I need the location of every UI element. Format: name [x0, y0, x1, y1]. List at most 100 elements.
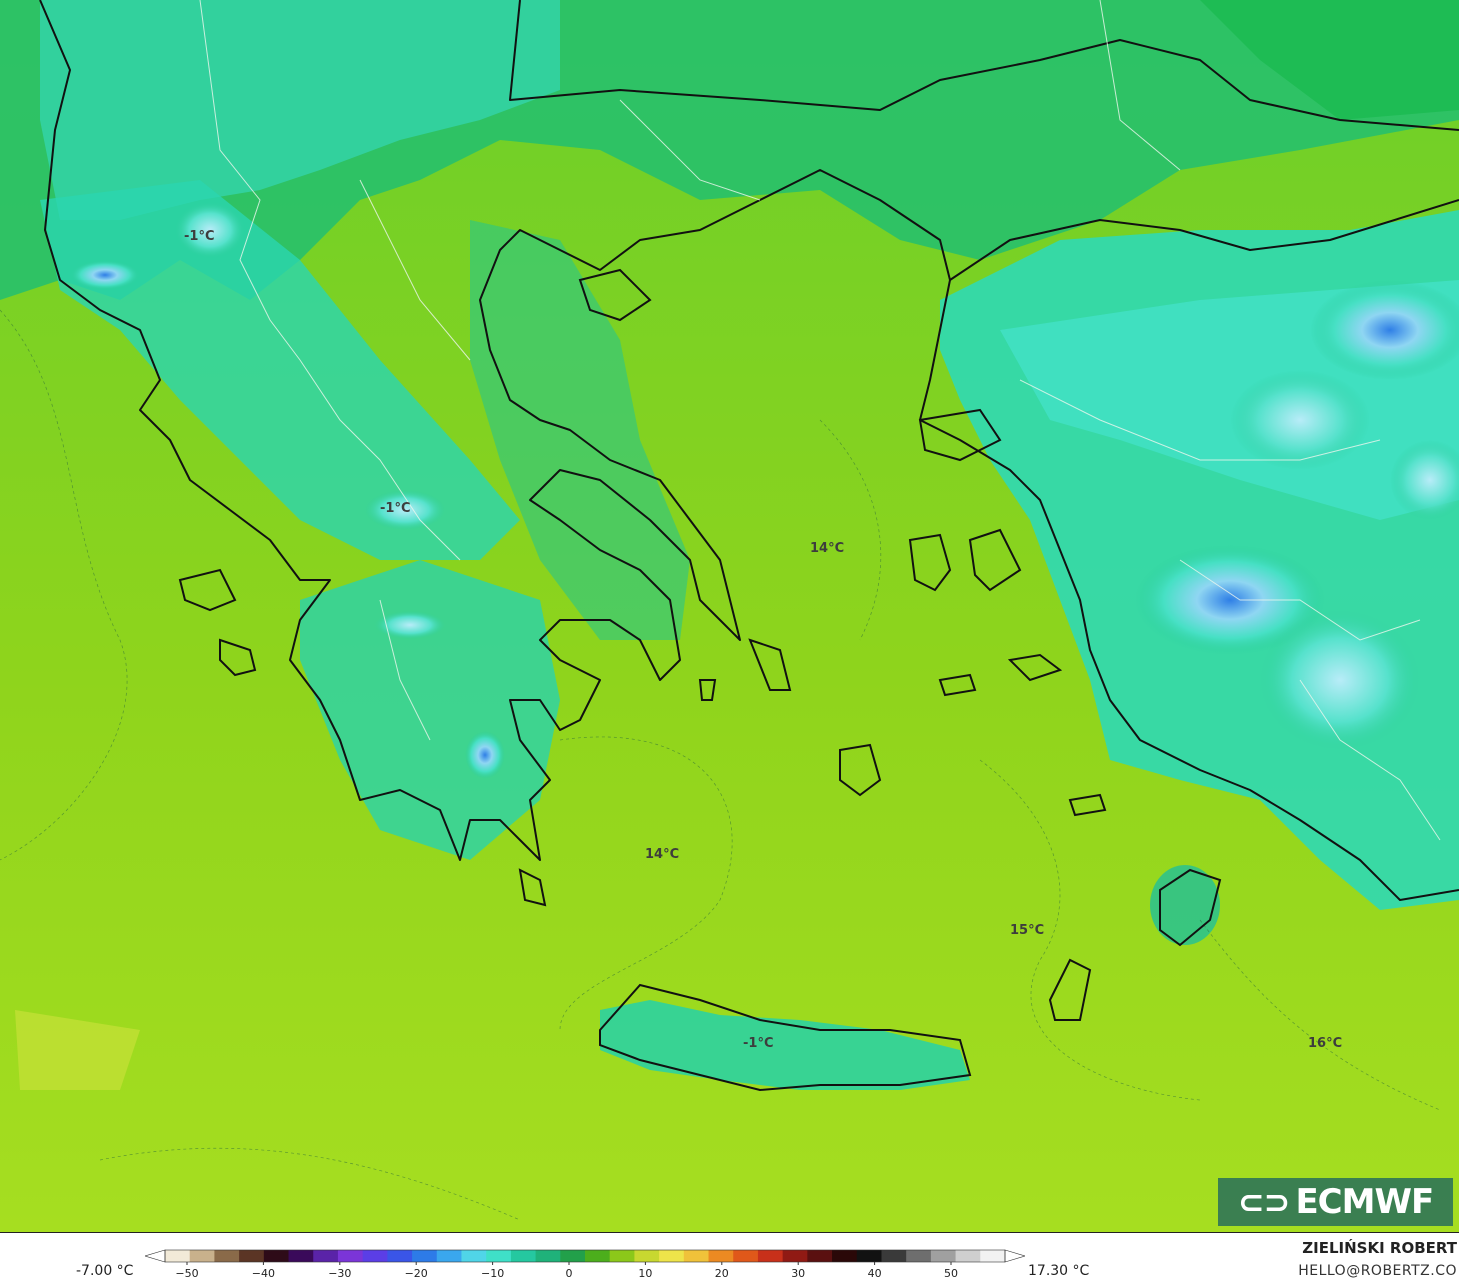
colorbar-segment — [412, 1250, 438, 1262]
naxos-outline — [839, 743, 882, 797]
rhodes-outline — [1159, 868, 1222, 947]
temperature-map: -1°C -1°C 14°C 14°C 15°C -1°C 16°C — [0, 0, 1459, 1233]
colorbar-segment — [881, 1250, 907, 1262]
temp-label-se-sea: 16°C — [1308, 1036, 1342, 1051]
colorbar-segment — [461, 1250, 487, 1262]
pindus-zone — [40, 180, 520, 560]
colorbar-segment — [930, 1250, 957, 1262]
colorbar-tick-label: −20 — [405, 1267, 428, 1280]
kefalonia-outline — [178, 568, 237, 612]
cold-spot-pindus — [365, 490, 445, 530]
colorbar-tick-label: 0 — [566, 1267, 573, 1280]
colorbar-tick-label: −10 — [481, 1267, 504, 1280]
colorbar-legend: -7.00 °C −50 −40 −30 −20 −10 0 10 20 30 40 50 17.3… — [0, 1233, 1459, 1287]
colorbar-tick-label: 30 — [791, 1267, 805, 1280]
colorbar-segment — [733, 1250, 759, 1262]
colorbar-segment — [683, 1250, 710, 1262]
temp-label-north-aegean: 14°C — [810, 541, 844, 556]
colorbar-left-arrow — [145, 1249, 166, 1263]
legend-min-value: -7.00 °C — [76, 1263, 134, 1279]
warm-spot-sw — [15, 1010, 140, 1090]
small-island-1 — [698, 679, 717, 701]
crete-zone — [600, 1000, 970, 1090]
temp-label-nw-albania: -1°C — [184, 229, 214, 244]
colorbar-segment — [659, 1250, 685, 1262]
colorbar-segment — [436, 1250, 462, 1262]
colorbar-tick-label: −30 — [328, 1267, 351, 1280]
balkan-cold-zone — [40, 0, 560, 220]
euboea-tip-outline — [748, 638, 792, 691]
colorbar-segment — [609, 1250, 635, 1262]
colorbar-segment — [757, 1250, 784, 1262]
zakynthos-outline — [219, 638, 257, 677]
lesvos-2-outline — [968, 528, 1022, 592]
colorbar-tick-label: 50 — [944, 1267, 958, 1280]
legend-max-value: 17.30 °C — [1028, 1263, 1090, 1279]
colorbar-segment — [832, 1250, 858, 1262]
map-canvas: -1°C -1°C 14°C 14°C 15°C -1°C 16°C — [0, 0, 1459, 1232]
karpathos-outline — [1048, 958, 1092, 1021]
colorbar-segment — [782, 1250, 808, 1262]
cold-pale-e — [1390, 440, 1459, 520]
colorbar-segment — [585, 1250, 611, 1262]
central-greece-zone — [470, 220, 690, 640]
colorbar-tick-label: 20 — [715, 1267, 729, 1280]
admin-borders — [199, 0, 1441, 841]
colorbar-segment — [486, 1250, 512, 1262]
colorbar-segment — [263, 1250, 290, 1262]
colorbar-segment — [313, 1250, 339, 1262]
kos-outline — [1068, 793, 1107, 817]
ecmwf-logo-icon: ⊂⊃ — [1237, 1183, 1291, 1221]
peloponnese-zone — [300, 560, 560, 860]
colorbar-segment — [189, 1250, 215, 1262]
colorbar-segment — [634, 1250, 660, 1262]
colorbar-segment — [214, 1250, 240, 1262]
colorbar-tick-label: 10 — [638, 1267, 652, 1280]
colorbar-segment — [387, 1250, 413, 1262]
colorbar-segment — [560, 1250, 586, 1262]
colorbar-segment — [337, 1250, 364, 1262]
colorbar-tick-label: −40 — [252, 1267, 275, 1280]
colorbar-tick-label: −50 — [175, 1267, 198, 1280]
colorbar-segment — [906, 1250, 932, 1262]
lemnos-outline — [918, 408, 1002, 462]
colorbar-right-arrow — [1004, 1249, 1025, 1263]
cold-spot-albania-coast — [70, 260, 140, 290]
colorbar-tick-label: 40 — [868, 1267, 882, 1280]
cold-pale-c — [1230, 370, 1370, 470]
colorbar-segment — [807, 1250, 833, 1262]
islands — [178, 268, 1222, 1092]
lesvos-outline — [908, 533, 952, 592]
temp-label-crete: -1°C — [743, 1036, 773, 1051]
temp-label-south-aegean: 14°C — [645, 847, 679, 862]
ikaria-outline — [938, 673, 977, 697]
colorbar-segment — [510, 1250, 537, 1262]
cold-core-ne — [1310, 280, 1459, 380]
author-email: HELLO@ROBERTZ.CO — [1298, 1263, 1457, 1279]
temp-label-pindus: -1°C — [380, 501, 410, 516]
cold-spot-taygetos — [465, 731, 505, 779]
colorbar-segment — [239, 1250, 265, 1262]
colorbar-segment — [165, 1250, 191, 1262]
crete-outline — [599, 983, 972, 1092]
cold-core-e — [1135, 545, 1325, 655]
thasos-outline — [578, 268, 652, 322]
colorbar-segment — [362, 1250, 388, 1262]
chios-outline — [1007, 653, 1063, 682]
coastlines — [39, 0, 1459, 901]
isotherm-lines — [0, 309, 1441, 1221]
cold-pale-se — [1260, 610, 1420, 750]
colorbar: −50 −40 −30 −20 −10 0 10 20 30 40 50 — [145, 1249, 1025, 1280]
temp-label-dodecanese-sea: 15°C — [1010, 923, 1044, 938]
ecmwf-logo: ⊂⊃ ECMWF — [1218, 1178, 1453, 1226]
colorbar-segment — [980, 1250, 1006, 1262]
colorbar-segment — [708, 1250, 734, 1262]
logo-text: ECMWF — [1295, 1182, 1434, 1222]
colorbar-segment — [535, 1250, 561, 1262]
colorbar-frame — [164, 1249, 1006, 1263]
kythira-outline — [518, 868, 547, 907]
colorbar-segment — [288, 1250, 314, 1262]
ne-land-zone — [1200, 0, 1459, 120]
colorbar-segment — [955, 1250, 981, 1262]
colorbar-segment — [856, 1250, 882, 1262]
